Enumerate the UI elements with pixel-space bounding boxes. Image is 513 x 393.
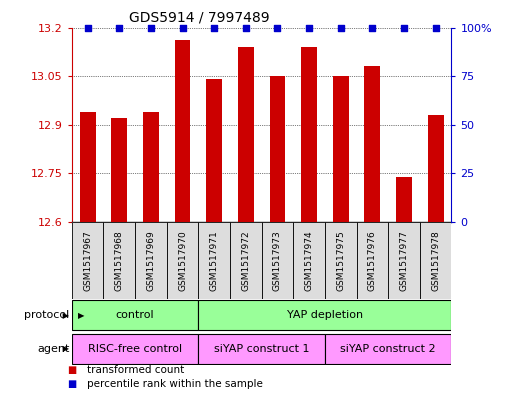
Bar — [135, 222, 167, 299]
Bar — [325, 222, 357, 299]
Text: GSM1517974: GSM1517974 — [305, 230, 313, 291]
Text: GSM1517971: GSM1517971 — [210, 230, 219, 291]
Point — [84, 24, 92, 31]
Bar — [72, 334, 199, 364]
Text: control: control — [116, 310, 154, 320]
Text: GSM1517969: GSM1517969 — [146, 230, 155, 291]
Bar — [428, 115, 444, 222]
Point — [179, 24, 187, 31]
Text: GSM1517970: GSM1517970 — [178, 230, 187, 291]
Bar — [80, 112, 95, 222]
Bar — [269, 76, 285, 222]
Bar — [72, 222, 104, 299]
Bar — [388, 222, 420, 299]
Bar — [167, 222, 199, 299]
Text: GSM1517967: GSM1517967 — [83, 230, 92, 291]
Bar — [325, 334, 451, 364]
Bar — [420, 222, 451, 299]
Text: GSM1517972: GSM1517972 — [241, 230, 250, 291]
Text: GSM1517968: GSM1517968 — [115, 230, 124, 291]
Bar — [72, 300, 199, 331]
Text: protocol: protocol — [24, 310, 69, 320]
Point — [431, 24, 440, 31]
Text: RISC-free control: RISC-free control — [88, 344, 182, 354]
Bar — [199, 300, 451, 331]
Text: transformed count: transformed count — [87, 365, 185, 375]
Text: GSM1517975: GSM1517975 — [336, 230, 345, 291]
Point — [305, 24, 313, 31]
Bar — [357, 222, 388, 299]
Text: ▶: ▶ — [60, 311, 69, 320]
Point — [115, 24, 124, 31]
Text: siYAP construct 1: siYAP construct 1 — [214, 344, 309, 354]
Point — [147, 24, 155, 31]
Point — [368, 24, 377, 31]
Bar — [301, 47, 317, 222]
Bar — [111, 118, 127, 222]
Point — [242, 24, 250, 31]
Bar — [364, 66, 380, 222]
Bar — [396, 177, 412, 222]
Bar — [104, 222, 135, 299]
Point — [400, 24, 408, 31]
Point — [337, 24, 345, 31]
Text: ▶: ▶ — [78, 311, 85, 320]
Bar — [293, 222, 325, 299]
Text: ■: ■ — [67, 379, 76, 389]
Bar — [238, 47, 254, 222]
Text: ▶: ▶ — [60, 344, 69, 353]
Bar — [262, 222, 293, 299]
Bar — [174, 40, 190, 222]
Bar — [206, 79, 222, 222]
Point — [273, 24, 282, 31]
Text: percentile rank within the sample: percentile rank within the sample — [87, 379, 263, 389]
Text: ■: ■ — [67, 365, 76, 375]
Bar — [230, 222, 262, 299]
Text: agent: agent — [37, 344, 69, 354]
Bar — [143, 112, 159, 222]
Text: siYAP construct 2: siYAP construct 2 — [340, 344, 436, 354]
Text: GDS5914 / 7997489: GDS5914 / 7997489 — [129, 11, 269, 25]
Bar — [199, 334, 325, 364]
Bar — [199, 222, 230, 299]
Text: GSM1517973: GSM1517973 — [273, 230, 282, 291]
Point — [210, 24, 219, 31]
Text: GSM1517978: GSM1517978 — [431, 230, 440, 291]
Text: GSM1517976: GSM1517976 — [368, 230, 377, 291]
Text: GSM1517977: GSM1517977 — [400, 230, 408, 291]
Bar — [333, 76, 349, 222]
Text: YAP depletion: YAP depletion — [287, 310, 363, 320]
